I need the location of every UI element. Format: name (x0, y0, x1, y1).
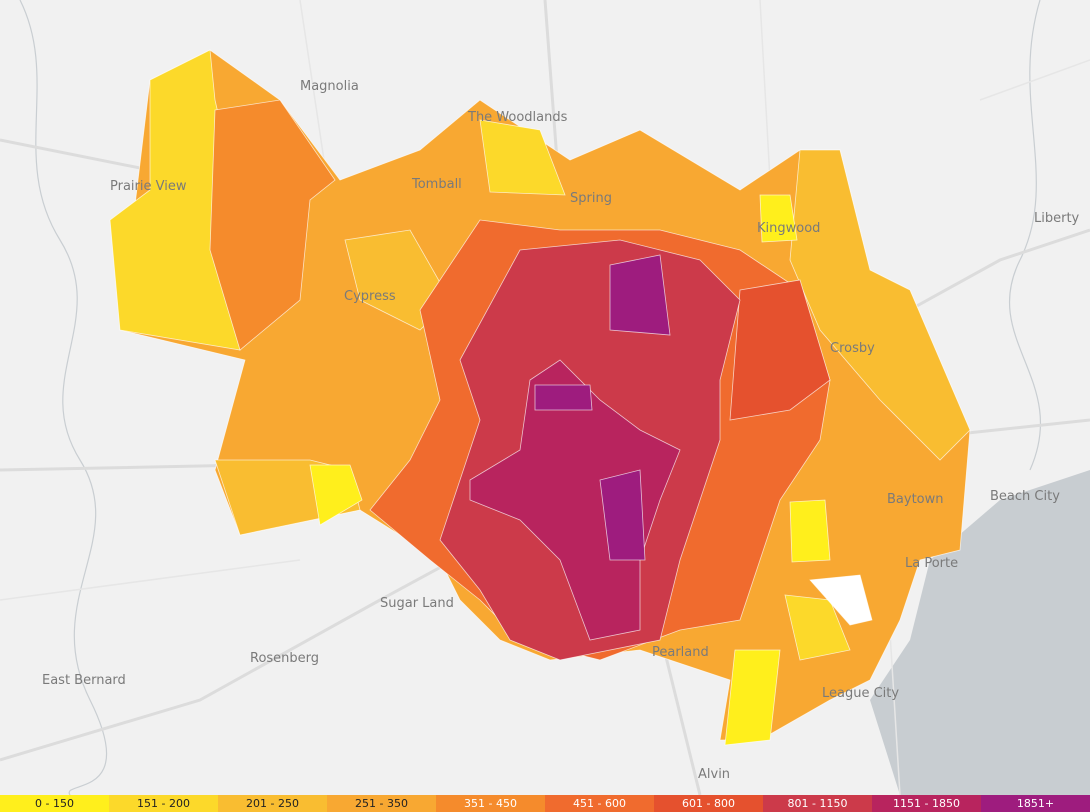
legend-item: 801 - 1150 (763, 795, 872, 812)
region (789, 149, 971, 461)
legend-item: 451 - 600 (545, 795, 654, 812)
city-label: Prairie View (110, 179, 187, 194)
region (609, 254, 671, 336)
city-label: Kingwood (757, 221, 820, 236)
city-label: The Woodlands (467, 110, 568, 125)
legend-item: 1151 - 1850 (872, 795, 981, 812)
city-label: Beach City (990, 489, 1060, 504)
legend-item: 201 - 250 (218, 795, 327, 812)
legend: 0 - 150 151 - 200 201 - 250 251 - 350 351 - … (0, 795, 1090, 812)
legend-item: 1851+ (981, 795, 1090, 812)
city-label: Rosenberg (250, 651, 319, 666)
region-no-data (809, 574, 873, 626)
region (759, 194, 798, 243)
choropleth (109, 49, 971, 746)
legend-item: 151 - 200 (109, 795, 218, 812)
legend-item: 601 - 800 (654, 795, 763, 812)
river (19, 0, 108, 795)
city-label: Magnolia (300, 79, 359, 94)
city-label: Liberty (1034, 211, 1080, 226)
legend-item: 0 - 150 (0, 795, 109, 812)
city-label: Spring (570, 191, 612, 206)
region (784, 594, 851, 661)
region (724, 649, 781, 746)
city-label: Tomball (411, 177, 462, 192)
region (789, 499, 831, 563)
region (479, 119, 566, 196)
bay-water (870, 470, 1090, 795)
city-label: Pearland (652, 645, 709, 660)
region (209, 99, 336, 351)
city-label: Alvin (698, 767, 730, 782)
region (599, 469, 646, 561)
city-label: Sugar Land (380, 596, 454, 611)
city-labels: Magnolia The Woodlands Prairie View Tomball… (42, 79, 1080, 782)
region (534, 384, 593, 411)
region (309, 464, 363, 526)
city-label: League City (822, 686, 899, 701)
map: Magnolia The Woodlands Prairie View Tomball… (0, 0, 1090, 795)
region (469, 359, 681, 641)
city-label: La Porte (905, 556, 958, 571)
city-label: Baytown (887, 492, 944, 507)
legend-item: 251 - 350 (327, 795, 436, 812)
region (729, 279, 831, 421)
legend-item: 351 - 450 (436, 795, 545, 812)
river (1008, 0, 1042, 471)
city-label: Cypress (344, 289, 396, 304)
city-label: East Bernard (42, 673, 126, 688)
city-label: Crosby (830, 341, 875, 356)
